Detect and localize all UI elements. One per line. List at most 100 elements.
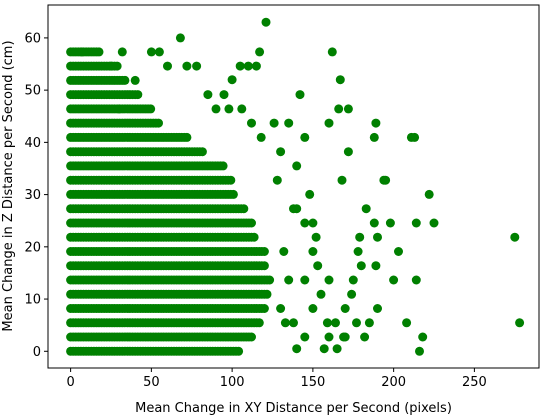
data-point <box>120 75 130 85</box>
data-point <box>340 304 350 313</box>
data-point <box>292 344 302 354</box>
data-point <box>353 247 363 256</box>
data-point <box>261 17 271 27</box>
x-tick-label: 200 <box>381 375 406 390</box>
data-point <box>130 75 140 85</box>
data-point <box>276 304 286 313</box>
data-point <box>515 318 525 328</box>
data-point <box>385 218 395 228</box>
data-point <box>360 332 370 342</box>
data-point <box>373 304 382 313</box>
data-point <box>331 318 340 328</box>
data-point <box>224 104 234 114</box>
data-point <box>356 261 366 271</box>
data-point <box>284 118 294 128</box>
y-tick-label: 0 <box>33 345 41 360</box>
data-point <box>228 189 238 199</box>
data-point <box>311 232 321 242</box>
data-point <box>335 75 345 85</box>
data-point <box>249 232 259 242</box>
data-point <box>411 218 421 228</box>
data-point <box>276 147 286 157</box>
x-tick-label: 250 <box>462 375 487 390</box>
data-point <box>292 204 302 214</box>
data-point <box>319 344 329 354</box>
data-point <box>324 118 334 128</box>
y-axis-ticks: 0 10 20 30 40 50 60 <box>24 31 48 360</box>
data-point <box>269 118 279 128</box>
data-point <box>394 247 403 256</box>
data-point <box>154 118 163 128</box>
data-point <box>259 247 269 256</box>
data-point <box>262 289 272 299</box>
data-point <box>305 189 315 199</box>
data-point <box>343 104 353 114</box>
data-point <box>300 218 310 228</box>
data-point <box>300 275 310 285</box>
data-point <box>402 318 412 328</box>
data-point <box>175 33 185 43</box>
data-point <box>340 332 350 342</box>
data-point <box>251 61 261 71</box>
data-point <box>265 275 275 285</box>
data-point <box>389 275 399 285</box>
data-point <box>237 104 247 114</box>
y-tick-label: 30 <box>24 188 41 203</box>
data-point <box>379 175 389 185</box>
data-point <box>300 332 310 342</box>
data-point <box>114 104 124 114</box>
data-point <box>256 132 266 142</box>
data-point <box>218 161 228 171</box>
x-tick-label: 100 <box>220 375 245 390</box>
data-point <box>77 47 87 57</box>
data-point <box>347 289 357 299</box>
data-point <box>429 218 439 228</box>
data-point <box>327 47 337 57</box>
data-point <box>415 346 424 356</box>
data-point <box>308 304 318 313</box>
data-point <box>418 332 428 342</box>
data-point <box>234 346 244 356</box>
data-point <box>284 275 294 285</box>
data-point <box>259 304 269 313</box>
data-point <box>192 61 202 71</box>
data-point <box>322 318 332 328</box>
y-tick-label: 10 <box>24 293 41 308</box>
y-axis-label: Mean Change in Z Distance per Second (cm… <box>1 40 16 331</box>
plot-frame <box>47 4 540 369</box>
data-point <box>308 247 318 256</box>
points-layer <box>66 17 525 356</box>
data-point <box>146 47 156 57</box>
x-axis-ticks: 0 50 100 150 200 250 <box>66 368 487 390</box>
data-point <box>371 118 381 128</box>
data-point <box>146 104 156 114</box>
data-point <box>510 232 520 242</box>
data-point <box>324 332 334 342</box>
y-tick-label: 40 <box>24 136 41 151</box>
data-point <box>337 175 347 185</box>
data-point <box>289 318 298 328</box>
data-point <box>332 344 342 354</box>
data-point <box>343 147 353 157</box>
data-point <box>243 61 253 71</box>
data-point <box>247 218 256 228</box>
data-point <box>163 61 172 71</box>
data-point <box>279 247 289 256</box>
y-tick-label: 20 <box>24 240 41 255</box>
data-point <box>203 90 213 100</box>
x-axis-label: Mean Change in XY Distance per Second (p… <box>135 401 452 415</box>
x-tick-label: 150 <box>300 375 325 390</box>
data-point <box>324 275 334 285</box>
data-point <box>348 275 358 285</box>
data-point <box>211 104 221 114</box>
data-point <box>106 61 116 71</box>
data-point <box>406 132 416 142</box>
data-point <box>247 118 256 128</box>
data-point <box>182 132 192 142</box>
data-point <box>369 132 379 142</box>
data-point <box>226 175 236 185</box>
y-tick-label: 50 <box>24 84 41 99</box>
data-point <box>239 204 249 214</box>
data-point <box>235 61 245 71</box>
